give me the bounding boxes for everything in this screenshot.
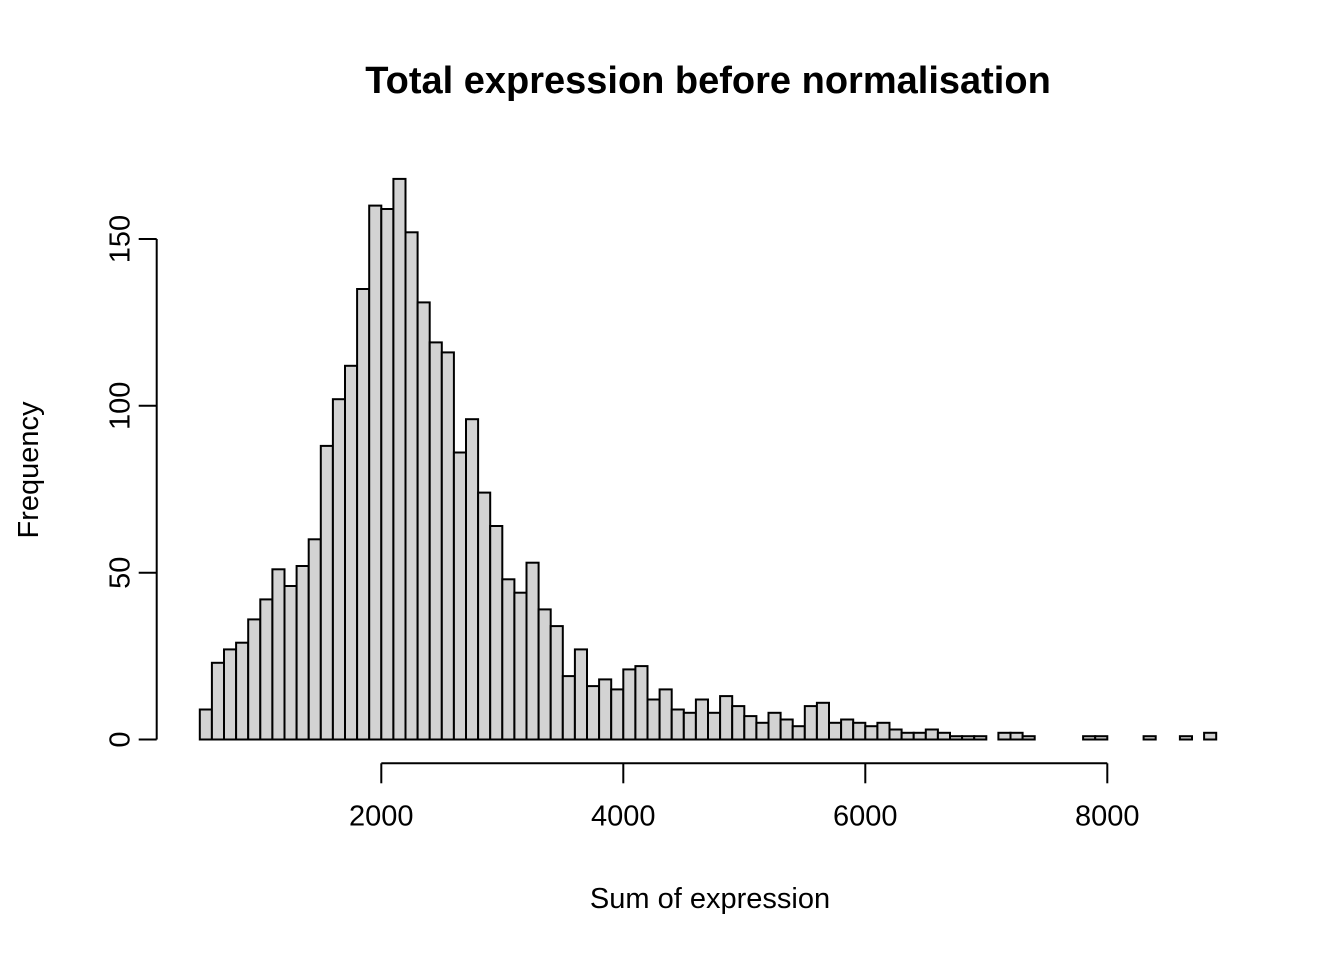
- histogram-bar: [646, 698, 661, 741]
- histogram-bar: [307, 538, 322, 741]
- x-tick-label: 4000: [591, 800, 656, 832]
- histogram-bar: [368, 204, 383, 741]
- histogram-bar: [259, 598, 274, 741]
- histogram-bar: [1009, 731, 1024, 741]
- histogram-bar: [658, 688, 673, 741]
- histogram-bar: [888, 728, 903, 741]
- histogram-bar: [489, 525, 504, 741]
- histogram-bar: [319, 444, 334, 741]
- histogram-bar: [598, 678, 613, 741]
- histogram-bar: [973, 735, 988, 741]
- histogram-bar: [465, 418, 480, 741]
- histogram-bar: [513, 591, 528, 741]
- x-axis: 2000 4000 6000 8000: [349, 762, 1140, 832]
- histogram-bar: [755, 721, 770, 741]
- histogram-bar: [961, 735, 976, 741]
- y-tick-label: 0: [105, 731, 137, 747]
- y-tick-label: 50: [105, 557, 137, 589]
- histogram-bar: [779, 718, 794, 741]
- histogram-bar: [610, 688, 625, 741]
- x-axis-title: Sum of expression: [590, 883, 830, 915]
- histogram-bar: [344, 364, 359, 741]
- histogram-bar: [525, 561, 540, 741]
- histogram-bar: [997, 731, 1012, 741]
- histogram-bar: [815, 701, 831, 741]
- x-tick-label: 8000: [1075, 800, 1140, 832]
- histogram-bar: [440, 351, 455, 741]
- histogram-bar: [743, 715, 758, 741]
- histogram-bar: [1203, 731, 1218, 741]
- y-axis-title: Frequency: [13, 401, 45, 539]
- y-tick-label: 150: [105, 215, 137, 263]
- histogram-bar: [198, 708, 213, 741]
- histogram-bar: [840, 718, 855, 741]
- histogram-bars-group: [198, 177, 1218, 741]
- histogram-bar: [1142, 735, 1157, 741]
- histogram-bar: [791, 725, 806, 741]
- histogram-bar: [537, 608, 552, 741]
- histogram-bar: [477, 491, 492, 741]
- histogram-bar: [416, 301, 431, 741]
- histogram-bar: [247, 618, 262, 741]
- histogram-bar: [356, 288, 371, 741]
- histogram-bar: [404, 231, 419, 741]
- histogram-bar: [912, 731, 927, 741]
- histogram-bar: [852, 721, 867, 741]
- histogram-bar: [549, 625, 564, 741]
- histogram-bar: [380, 208, 395, 741]
- histogram-bar: [223, 648, 238, 741]
- histogram-bar: [900, 731, 915, 741]
- histogram-bar: [936, 731, 952, 741]
- histogram-bar: [682, 711, 697, 741]
- histogram-bar: [1021, 735, 1036, 741]
- histogram-bar: [924, 728, 939, 741]
- histogram-bar: [767, 711, 782, 741]
- histogram-bar: [573, 648, 589, 741]
- histogram-bar: [210, 661, 225, 741]
- histogram-bar: [1178, 735, 1194, 741]
- y-axis: 0 50 100 150: [105, 215, 158, 748]
- histogram-bar: [392, 177, 407, 741]
- histogram-bar: [1094, 735, 1109, 741]
- histogram-bar: [949, 735, 964, 741]
- histogram-bar: [331, 398, 346, 741]
- histogram-bar: [864, 725, 879, 741]
- histogram-bar: [876, 721, 891, 741]
- histogram-bar: [428, 341, 443, 741]
- histogram-bar: [828, 721, 843, 741]
- chart-title: Total expression before normalisation: [365, 60, 1051, 102]
- histogram-bar: [501, 578, 516, 741]
- histogram-bar: [271, 568, 286, 741]
- y-tick-label: 100: [105, 382, 137, 430]
- histogram-bar: [731, 705, 746, 741]
- histogram-bar: [561, 675, 576, 741]
- histogram-bar: [670, 708, 685, 741]
- histogram-bar: [283, 585, 298, 741]
- histogram-bar: [295, 565, 310, 741]
- histogram-bar: [634, 665, 649, 741]
- histogram-bar: [622, 668, 637, 741]
- histogram-bar: [586, 685, 601, 741]
- histogram-bar: [235, 641, 250, 741]
- x-tick-label: 6000: [833, 800, 898, 832]
- histogram-bar: [707, 711, 722, 741]
- histogram-bar: [694, 698, 710, 741]
- histogram-bar: [1082, 735, 1097, 741]
- histogram-bar: [719, 695, 734, 741]
- histogram-bar: [803, 705, 818, 741]
- histogram-bar: [452, 451, 467, 741]
- x-tick-label: 2000: [349, 800, 414, 832]
